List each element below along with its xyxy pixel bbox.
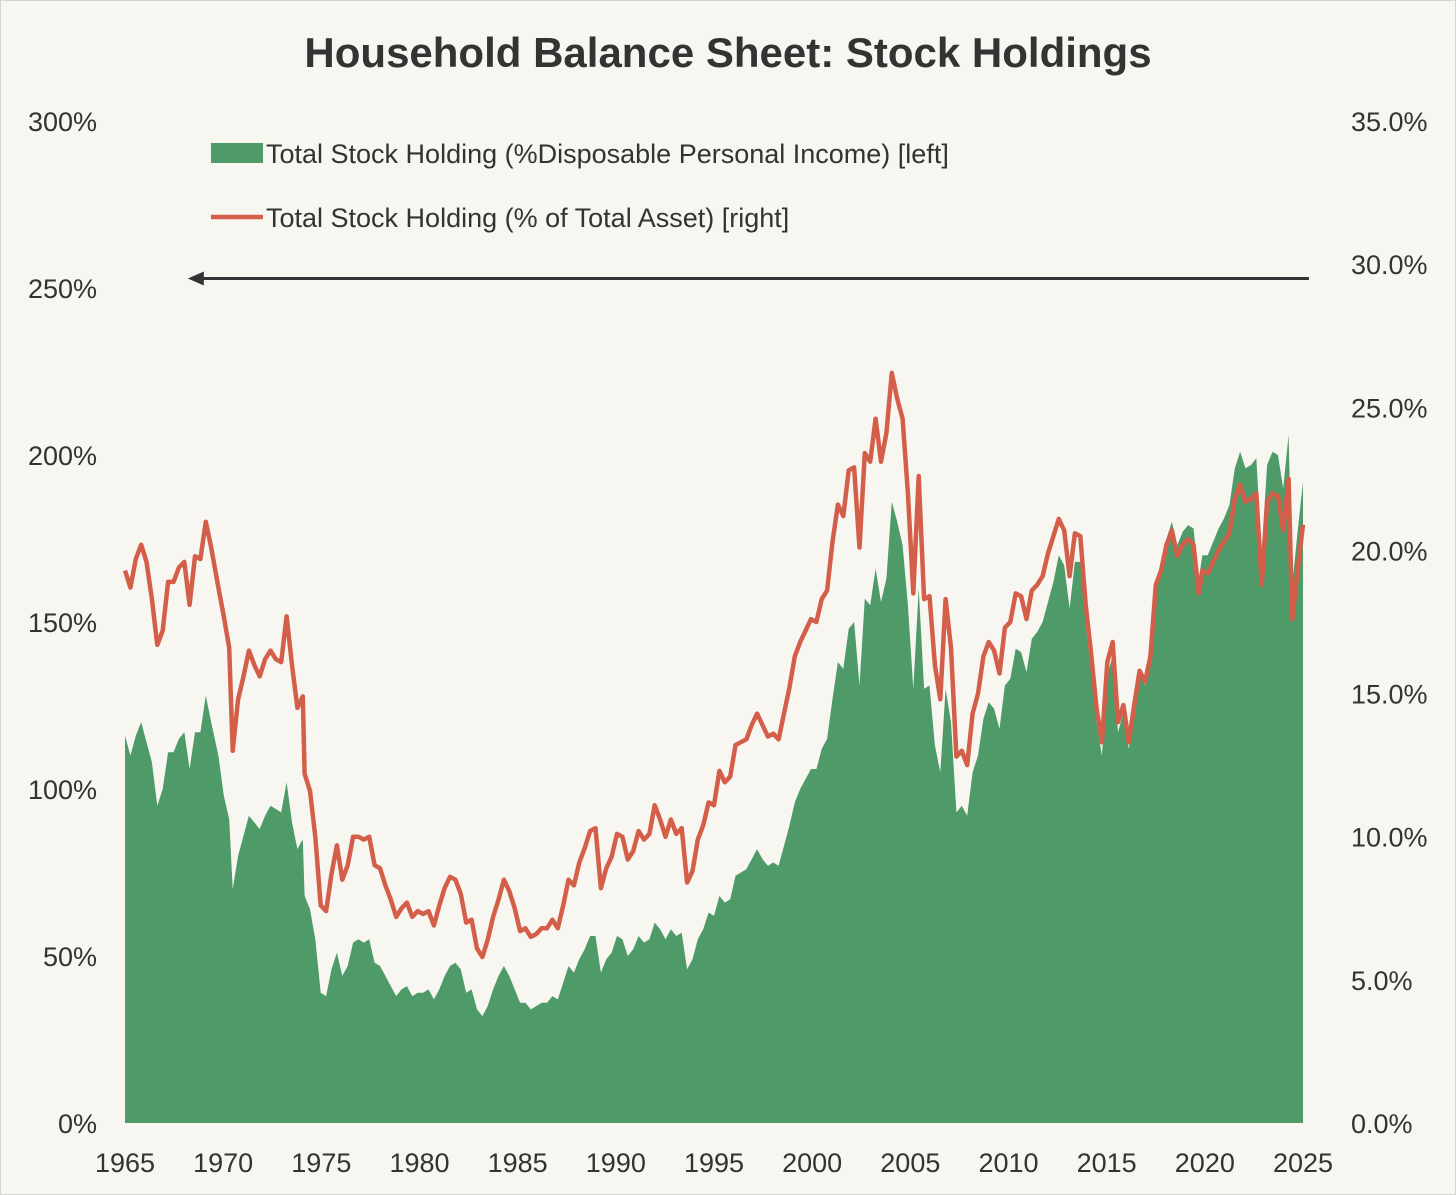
- y-right-tick-label: 30.0%: [1351, 250, 1428, 280]
- y-right-tick-label: 15.0%: [1351, 680, 1428, 710]
- y-right-axis: 0.0% 5.0% 10.0% 15.0% 20.0% 25.0% 30.0% 35.0%: [1351, 107, 1428, 1139]
- y-left-tick-label: 0%: [58, 1109, 97, 1139]
- x-tick-label: 2015: [1077, 1148, 1137, 1178]
- y-left-axis: 0% 50% 100% 150% 200% 250% 300%: [28, 107, 97, 1139]
- y-right-tick-label: 0.0%: [1351, 1109, 1413, 1139]
- x-tick-label: 1985: [488, 1148, 548, 1178]
- y-left-tick-label: 50%: [43, 942, 97, 972]
- y-left-tick-label: 100%: [28, 775, 97, 805]
- area-series-stock-pct-dpi: [125, 435, 1303, 1123]
- x-tick-label: 2025: [1273, 1148, 1333, 1178]
- annotation-arrow-head: [187, 271, 204, 286]
- x-tick-label: 1970: [193, 1148, 253, 1178]
- y-right-tick-label: 35.0%: [1351, 107, 1428, 137]
- line-series-layer: [122, 370, 1306, 960]
- legend-label-line: Total Stock Holding (% of Total Asset) […: [266, 203, 789, 233]
- y-left-tick-label: 300%: [28, 107, 97, 137]
- y-left-tick-label: 200%: [28, 441, 97, 471]
- area-series-layer: [125, 435, 1303, 1123]
- legend: Total Stock Holding (%Disposable Persona…: [211, 139, 949, 233]
- y-right-tick-label: 5.0%: [1351, 966, 1413, 996]
- legend-swatch-area: [211, 143, 263, 163]
- x-axis: 1965 1970 1975 1980 1985 1990 1995 2000 2005 2010…: [95, 1148, 1333, 1178]
- x-tick-label: 1980: [389, 1148, 449, 1178]
- line-series-stock-pct-assets: [122, 370, 1306, 960]
- x-tick-label: 1965: [95, 1148, 155, 1178]
- x-tick-label: 1990: [586, 1148, 646, 1178]
- y-right-tick-label: 20.0%: [1351, 536, 1428, 566]
- x-tick-label: 2010: [978, 1148, 1038, 1178]
- y-right-tick-label: 10.0%: [1351, 823, 1428, 853]
- x-tick-label: 1975: [291, 1148, 351, 1178]
- annotation-layer: [187, 271, 1309, 286]
- chart-title: Household Balance Sheet: Stock Holdings: [304, 29, 1151, 76]
- y-left-tick-label: 150%: [28, 608, 97, 638]
- x-tick-label: 2005: [880, 1148, 940, 1178]
- y-right-tick-label: 25.0%: [1351, 393, 1428, 423]
- y-left-tick-label: 250%: [28, 274, 97, 304]
- x-tick-label: 2020: [1175, 1148, 1235, 1178]
- x-tick-label: 2000: [782, 1148, 842, 1178]
- x-tick-label: 1995: [684, 1148, 744, 1178]
- legend-label-area: Total Stock Holding (%Disposable Persona…: [266, 139, 949, 169]
